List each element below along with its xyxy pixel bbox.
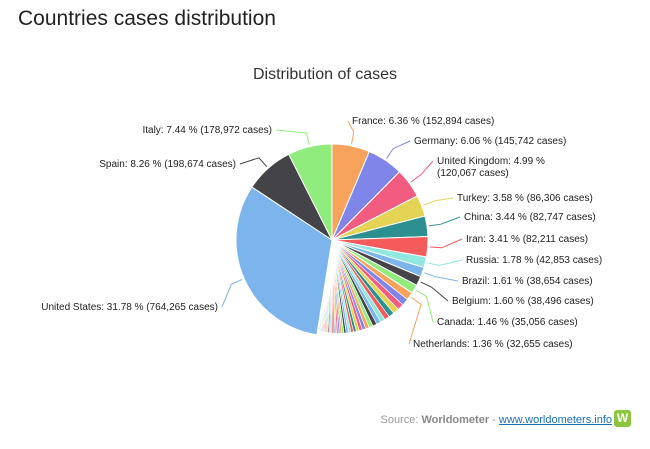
connector-turkey bbox=[423, 197, 454, 206]
source-name: Worldometer bbox=[421, 414, 490, 426]
data-label-china: China: 3.44 % (82,747 cases) bbox=[464, 212, 596, 223]
connector-spain bbox=[239, 157, 268, 168]
connector-united-states bbox=[221, 278, 243, 308]
data-label-france: France: 6.36 % (152,894 cases) bbox=[352, 116, 494, 127]
data-label-italy: Italy: 7.44 % (178,972 cases) bbox=[142, 125, 272, 136]
data-label-germany: Germany: 6.06 % (145,742 cases) bbox=[414, 136, 566, 147]
connector-canada bbox=[415, 289, 434, 323]
connector-russia bbox=[427, 259, 463, 267]
connector-belgium bbox=[420, 281, 449, 302]
source-link[interactable]: www.worldometers.info bbox=[498, 414, 612, 426]
connector-united-kingdom bbox=[410, 160, 434, 183]
connector-brazil bbox=[424, 272, 459, 282]
data-label-canada: Canada: 1.46 % (35,056 cases) bbox=[437, 317, 578, 328]
pie-slice-united-states[interactable] bbox=[235, 186, 333, 336]
connector-germany bbox=[386, 140, 411, 159]
data-label-russia: Russia: 1.78 % (42,853 cases) bbox=[466, 255, 602, 266]
data-label-brazil: Brazil: 1.61 % (38,654 cases) bbox=[462, 276, 593, 287]
source-prefix: Source: bbox=[380, 414, 419, 426]
connector-italy bbox=[275, 129, 310, 145]
source-credit: Source: Worldometer - www.worldometers.i… bbox=[380, 414, 612, 426]
connector-france bbox=[347, 120, 355, 144]
source-separator: - bbox=[492, 414, 496, 426]
data-label-spain: Spain: 8.26 % (198,674 cases) bbox=[99, 159, 236, 170]
data-label-turkey: Turkey: 3.58 % (86,306 cases) bbox=[457, 193, 593, 204]
data-label-belgium: Belgium: 1.60 % (38,496 cases) bbox=[452, 296, 594, 307]
data-label-netherlands: Netherlands: 1.36 % (32,655 cases) bbox=[413, 339, 573, 350]
chart-title: Distribution of cases bbox=[253, 66, 397, 83]
connector-iran bbox=[429, 238, 463, 249]
data-label-united-kingdom: United Kingdom: 4.99 % (120,067 cases) bbox=[437, 156, 545, 179]
page-title: Countries cases distribution bbox=[18, 7, 276, 30]
data-label-united-states: United States: 31.78 % (764,265 cases) bbox=[41, 302, 218, 313]
worldometer-logo-icon: W bbox=[614, 410, 631, 427]
pie-slice-italy[interactable] bbox=[288, 143, 333, 241]
connector-china bbox=[428, 216, 461, 227]
pie-slice-other[interactable] bbox=[317, 239, 333, 331]
connector-netherlands bbox=[408, 297, 422, 345]
data-label-iran: Iran: 3.41 % (82,211 cases) bbox=[466, 234, 588, 245]
